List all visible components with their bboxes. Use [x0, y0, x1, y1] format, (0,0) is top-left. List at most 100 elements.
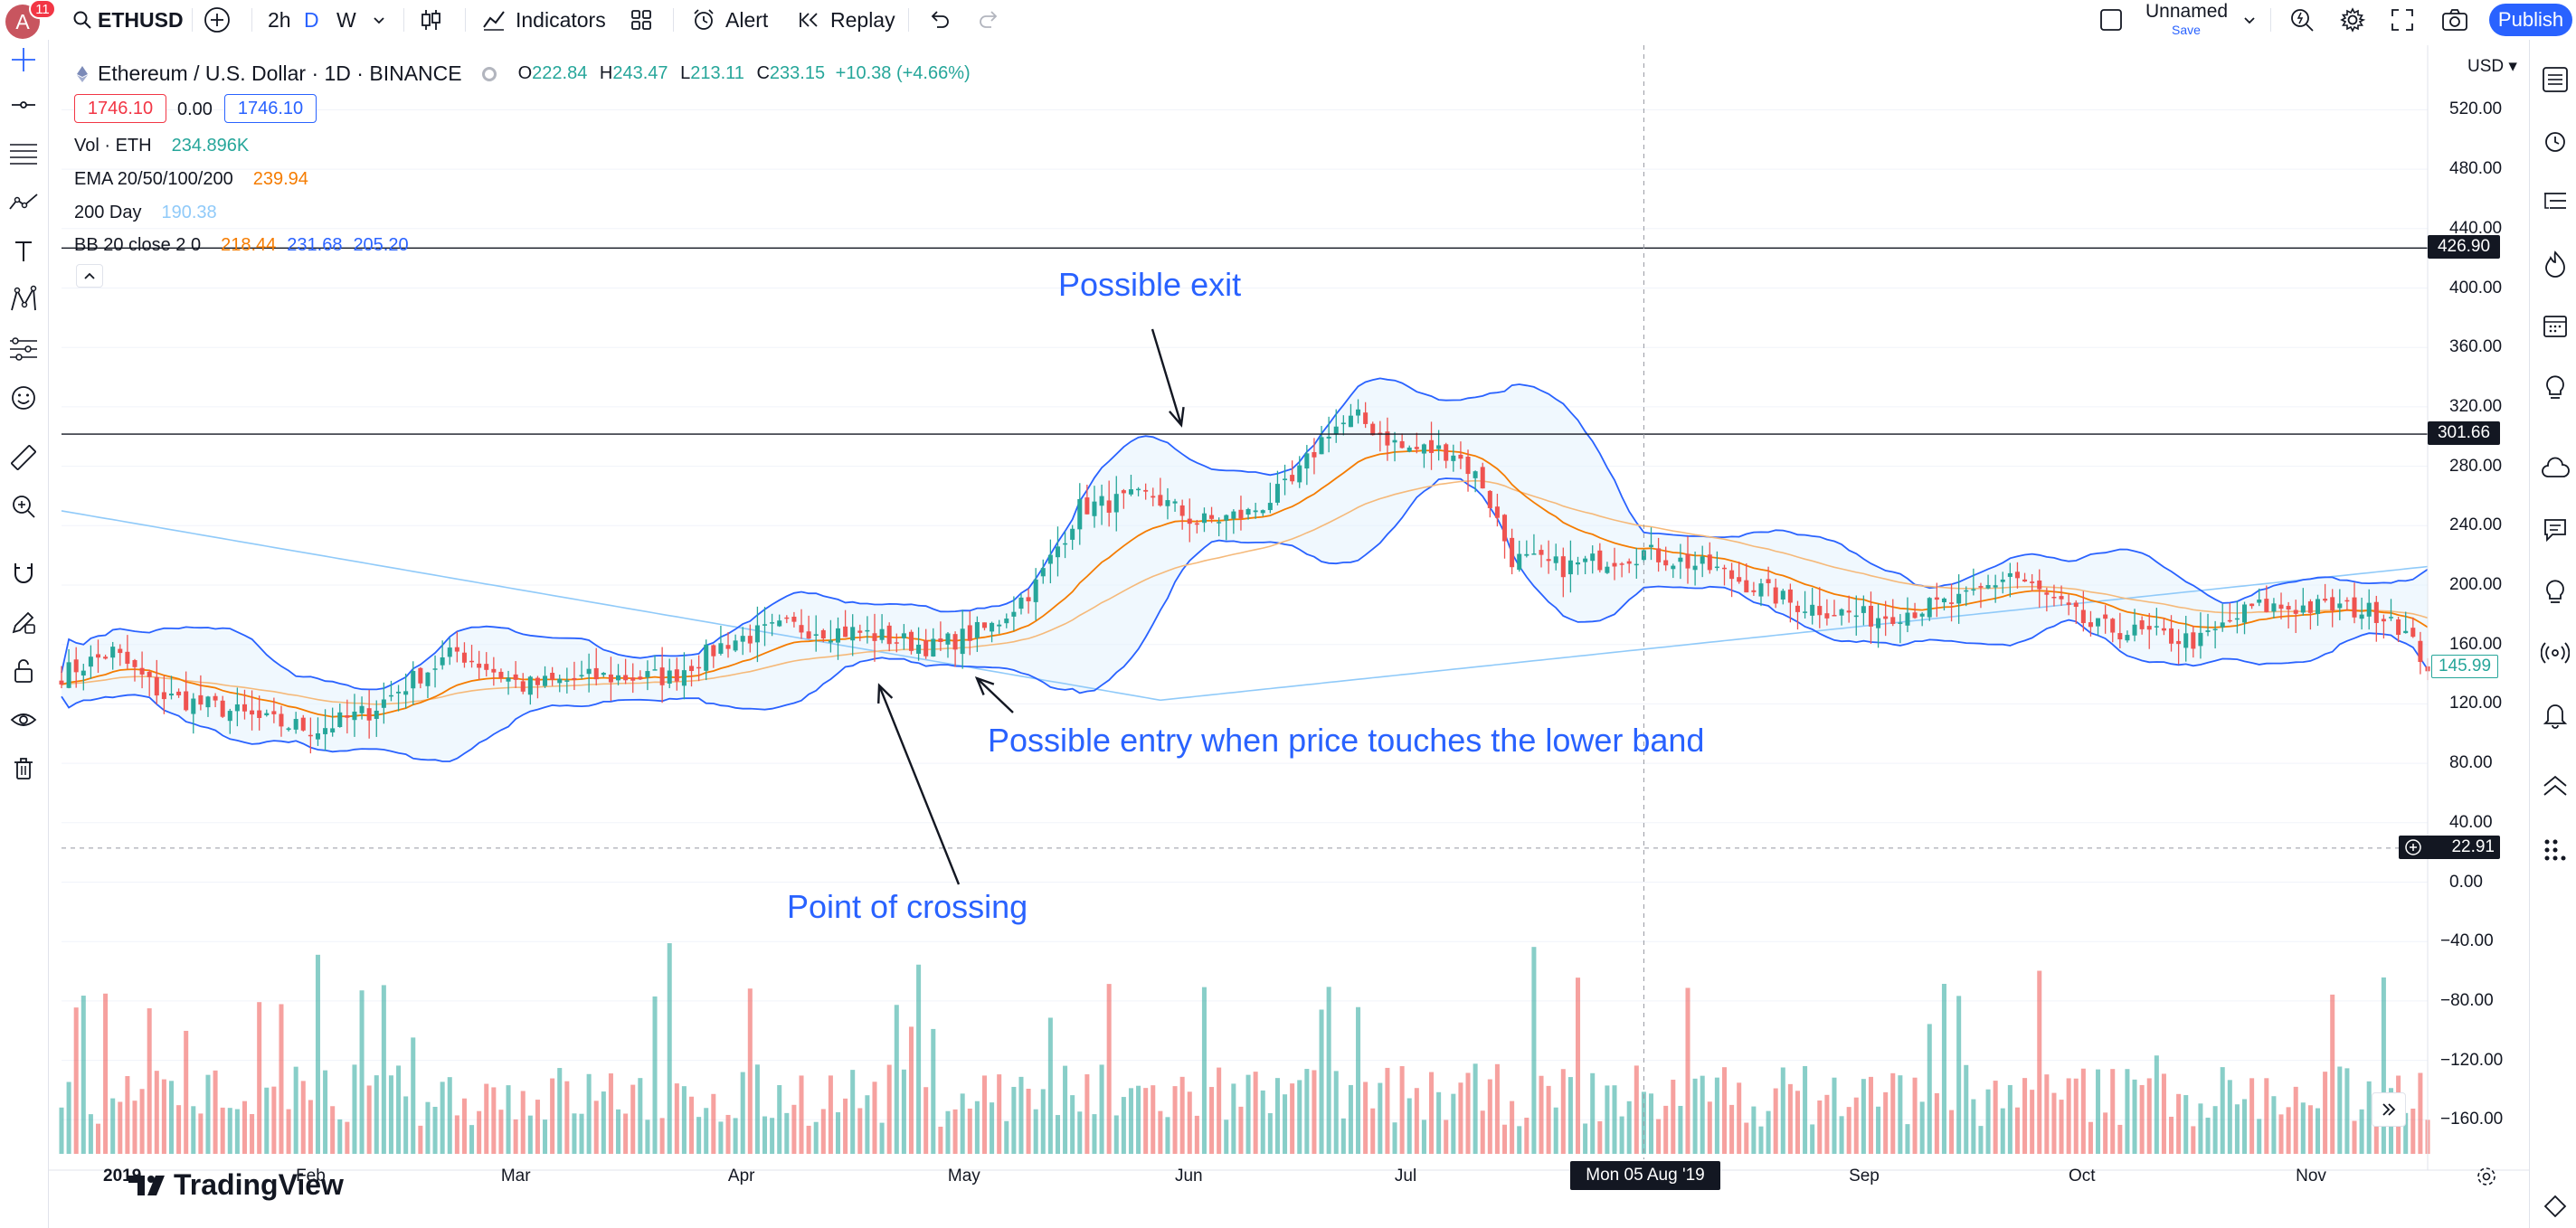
- fullscreen-button[interactable]: [2390, 0, 2415, 40]
- zoom-tool[interactable]: [5, 488, 42, 524]
- layout-name-button[interactable]: Unnamed Save: [2145, 0, 2228, 40]
- chats-button[interactable]: [2537, 512, 2573, 548]
- candle-body: [1810, 604, 1815, 616]
- candle-body: [1356, 409, 1361, 416]
- bb-legend[interactable]: BB 20 close 2 0 218.44 231.68 205.20: [74, 235, 409, 256]
- crosshair-tool[interactable]: [5, 42, 42, 78]
- lock-drawings-tool[interactable]: [5, 653, 42, 689]
- interval-d[interactable]: D: [304, 0, 319, 40]
- volume-bar: [1905, 1124, 1910, 1154]
- templates-button[interactable]: [630, 0, 653, 40]
- interval-dropdown[interactable]: [371, 0, 387, 40]
- trend-line-tool[interactable]: [5, 87, 42, 123]
- volume-bar: [879, 1122, 885, 1154]
- collapse-legend-button[interactable]: [76, 264, 103, 288]
- candle-body: [198, 694, 204, 705]
- hline-lower-tag: 301.66: [2428, 421, 2500, 445]
- publish-button[interactable]: Publish: [2489, 4, 2572, 36]
- measure-tool[interactable]: [5, 439, 42, 476]
- sma200-legend[interactable]: 200 Day 190.38: [74, 203, 217, 223]
- layout-dropdown[interactable]: [2241, 0, 2258, 40]
- volume-bar: [586, 1073, 592, 1154]
- multi-layout-checkbox[interactable]: [2098, 0, 2124, 40]
- horizontal-ray-icon: [12, 101, 35, 109]
- signals-button[interactable]: [2537, 635, 2573, 671]
- quick-search-button[interactable]: [2288, 0, 2316, 40]
- remove-drawings-tool[interactable]: [5, 751, 42, 787]
- interval-2h[interactable]: 2h: [268, 0, 291, 40]
- help-button[interactable]: [2537, 1188, 2573, 1224]
- candle-body: [1121, 490, 1126, 494]
- volume-bar: [1348, 1084, 1353, 1154]
- fib-tool[interactable]: [5, 136, 42, 172]
- prediction-tool[interactable]: [5, 331, 42, 367]
- compare-button[interactable]: [203, 0, 232, 40]
- ask-price: 1746.10: [237, 98, 304, 118]
- watchlist-button[interactable]: [2537, 61, 2573, 98]
- volume-bar: [2323, 1072, 2328, 1154]
- volume-bar: [2381, 977, 2386, 1154]
- candle-body: [337, 712, 343, 728]
- text-tool[interactable]: [5, 233, 42, 269]
- tradingview-logo[interactable]: TradingView: [128, 1168, 344, 1202]
- candle-body: [981, 622, 987, 628]
- user-avatar[interactable]: A 11: [5, 0, 56, 39]
- volume-bar: [2249, 1078, 2255, 1154]
- volume-bar: [872, 1082, 877, 1154]
- candle-body: [1209, 515, 1215, 519]
- candle-body: [990, 622, 995, 632]
- volume-bar: [981, 1075, 987, 1154]
- volume-bar: [2044, 1074, 2050, 1154]
- indicators-button[interactable]: Indicators: [481, 0, 606, 40]
- replay-button[interactable]: Replay: [798, 0, 895, 40]
- annotation-entry[interactable]: Possible entry when price touches the lo…: [988, 722, 1705, 759]
- stay-drawing-tool[interactable]: [5, 604, 42, 640]
- object-tree-button[interactable]: [2537, 184, 2573, 221]
- brush-tool[interactable]: [5, 184, 42, 221]
- notifications-button[interactable]: [2537, 696, 2573, 732]
- emoji-tool[interactable]: [5, 380, 42, 416]
- candle-body: [997, 624, 1002, 627]
- undo-button[interactable]: [926, 0, 952, 40]
- ema-legend[interactable]: EMA 20/50/100/200 239.94: [74, 169, 308, 190]
- volume-legend[interactable]: Vol · ETH 234.896K: [74, 136, 249, 156]
- data-window-button[interactable]: [2537, 450, 2573, 486]
- chart-settings-button[interactable]: [2473, 1163, 2500, 1190]
- indicators-icon: [483, 11, 505, 31]
- annotation-crossing[interactable]: Point of crossing: [787, 888, 1028, 925]
- candle-body: [227, 711, 232, 722]
- annotation-exit[interactable]: Possible exit: [1058, 266, 1242, 303]
- volume-bar: [1890, 1072, 1896, 1154]
- symbol-search[interactable]: ETHUSD: [72, 0, 184, 40]
- snapshot-button[interactable]: [2440, 0, 2469, 40]
- price-chart[interactable]: [49, 45, 2529, 1228]
- magnet-tool[interactable]: [5, 555, 42, 591]
- volume-bar: [770, 1118, 775, 1154]
- pine-editor-button[interactable]: [2537, 769, 2573, 805]
- candle-body: [806, 631, 811, 639]
- ideas-button[interactable]: [2537, 369, 2573, 405]
- streams-button[interactable]: [2537, 573, 2573, 609]
- alert-button[interactable]: Alert: [691, 0, 768, 40]
- pattern-tool[interactable]: [5, 282, 42, 318]
- chart-type-button[interactable]: [418, 0, 443, 40]
- chart-pane[interactable]: Ethereum / U.S. Dollar · 1D · BINANCE O2…: [49, 45, 2529, 1228]
- sell-button[interactable]: 1746.10: [74, 94, 166, 123]
- lightbulb-icon: [2546, 375, 2564, 399]
- volume-bar: [1143, 1088, 1149, 1154]
- low-label: L: [680, 63, 691, 83]
- alerts-button[interactable]: [2537, 123, 2573, 159]
- scroll-to-realtime-button[interactable]: [2372, 1092, 2406, 1127]
- hide-drawings-tool[interactable]: [5, 702, 42, 738]
- redo-button[interactable]: [977, 0, 1002, 40]
- calendar-button[interactable]: [2537, 307, 2573, 344]
- volume-bar: [1560, 1069, 1566, 1154]
- interval-w[interactable]: W: [336, 0, 356, 40]
- dots-button[interactable]: [2537, 832, 2573, 868]
- sliders-icon: [10, 337, 37, 361]
- settings-button[interactable]: [2339, 0, 2366, 40]
- candle-body: [1744, 580, 1749, 593]
- currency-selector[interactable]: USD ▾: [2467, 57, 2517, 76]
- hotlists-button[interactable]: [2537, 246, 2573, 282]
- buy-button[interactable]: 1746.10: [224, 94, 317, 123]
